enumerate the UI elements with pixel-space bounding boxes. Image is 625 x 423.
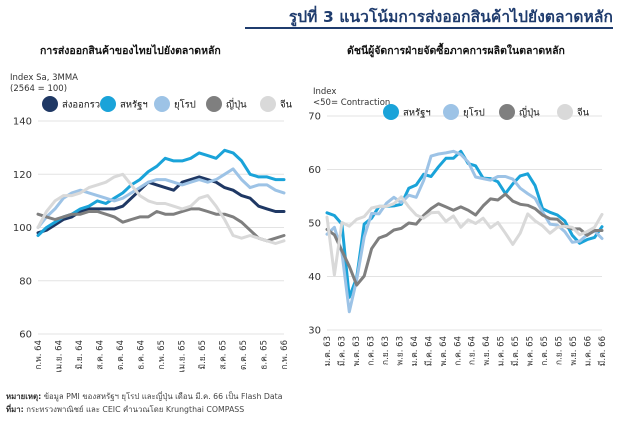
series-line-2 bbox=[325, 192, 604, 287]
x-tick-label: ต.ค. 64 bbox=[116, 340, 126, 370]
y-tick-label: 140 bbox=[13, 117, 32, 128]
legend-label: ญี่ปุ่น bbox=[226, 98, 247, 111]
legend-marker bbox=[557, 104, 573, 120]
legend-marker bbox=[499, 104, 515, 120]
x-tick-label: ธ.ค. 64 bbox=[137, 340, 147, 370]
source-note: ที่มา: กระทรวงพาณิชย์ และ CEIC คำนวณโดย … bbox=[6, 404, 244, 416]
remark-text: ข้อมูล PMI ของสหรัฐฯ ยุโรป และญี่ปุ่น เด… bbox=[43, 392, 283, 401]
legend-label: ญี่ปุ่น bbox=[519, 106, 540, 119]
y-tick-label: 50 bbox=[308, 219, 321, 230]
y-tick-label: 30 bbox=[308, 326, 321, 337]
legend-marker bbox=[383, 104, 399, 120]
y-axis-label-sub: <50= Contraction bbox=[313, 98, 390, 108]
x-tick-label: ก.ค. 64 bbox=[453, 336, 463, 366]
legend-marker bbox=[154, 96, 170, 112]
x-tick-label: ส.ค. 64 bbox=[96, 340, 106, 370]
x-tick-label: ม.ค. 64 bbox=[410, 336, 420, 366]
legend-marker bbox=[443, 104, 459, 120]
series-line-3 bbox=[36, 207, 286, 243]
x-tick-label: ต.ค. 65 bbox=[239, 340, 249, 370]
x-tick-label: ก.พ. 64 bbox=[34, 340, 44, 370]
x-tick-label: พ.ย. 63 bbox=[395, 336, 405, 366]
y-axis-label-sub: (2564 = 100) bbox=[10, 84, 67, 94]
x-tick-label: ก.ย. 64 bbox=[468, 336, 478, 365]
remark-note: หมายเหตุ: ข้อมูล PMI ของสหรัฐฯ ยุโรป และ… bbox=[6, 391, 283, 403]
legend-label: สหรัฐฯ bbox=[403, 108, 431, 119]
y-tick-label: 100 bbox=[13, 223, 32, 234]
series-line-0 bbox=[36, 175, 286, 235]
x-tick-label: ก.ค. 65 bbox=[540, 336, 550, 366]
x-tick-label: ก.พ. 66 bbox=[280, 340, 290, 370]
x-tick-label: ม.ค. 66 bbox=[584, 336, 594, 366]
legend-label: ยุโรป bbox=[174, 99, 196, 111]
x-tick-label: พ.ค. 63 bbox=[352, 336, 362, 366]
x-tick-label: มี.ค. 65 bbox=[510, 336, 521, 366]
figure-label: รูปที่ 3 bbox=[288, 8, 334, 26]
series-line-2 bbox=[36, 167, 286, 229]
series-line-4 bbox=[36, 172, 286, 245]
x-tick-label: ก.ย. 63 bbox=[381, 336, 391, 365]
x-tick-label: มี.ค. 63 bbox=[336, 336, 347, 366]
legend-marker bbox=[260, 96, 276, 112]
x-tick-label: มิ.ย. 64 bbox=[75, 340, 85, 370]
y-tick-label: 60 bbox=[308, 165, 321, 176]
legend-label: ส่งออกรวม bbox=[62, 100, 106, 111]
x-tick-label: พ.ย. 65 bbox=[569, 336, 579, 366]
legend-marker bbox=[100, 96, 116, 112]
legend-label: จีน bbox=[280, 99, 293, 111]
title-underline bbox=[245, 27, 613, 29]
source-text: กระทรวงพาณิชย์ และ CEIC คำนวณโดย Krungth… bbox=[26, 405, 245, 414]
x-tick-label: ก.ย. 65 bbox=[555, 336, 565, 365]
y-axis-label: Index Sa, 3MMA bbox=[10, 73, 78, 83]
y-tick-label: 120 bbox=[13, 170, 32, 181]
legend-marker bbox=[206, 96, 222, 112]
figure-title: แนวโน้มการส่งออกสินค้าไปยังตลาดหลัก bbox=[339, 8, 613, 26]
legend-label: จีน bbox=[577, 107, 590, 119]
x-tick-label: มี.ค. 64 bbox=[423, 336, 434, 366]
series-line-1 bbox=[325, 149, 604, 314]
legend-label: ยุโรป bbox=[463, 107, 485, 119]
x-tick-label: ม.ค. 65 bbox=[497, 336, 507, 366]
x-tick-label: พ.ค. 64 bbox=[439, 336, 449, 366]
y-tick-label: 40 bbox=[308, 272, 321, 283]
x-tick-label: ม.ค. 63 bbox=[323, 336, 333, 366]
legend-marker bbox=[42, 96, 58, 112]
x-tick-label: มี.ค. 66 bbox=[597, 336, 608, 366]
y-axis-label: Index bbox=[313, 87, 336, 97]
x-tick-label: ส.ค. 65 bbox=[219, 340, 229, 370]
x-tick-label: พ.ย. 64 bbox=[482, 336, 492, 366]
left-chart-svg: Index Sa, 3MMA(2564 = 100) 60 80 100 120 140 ก… bbox=[10, 73, 293, 372]
legend-label: สหรัฐฯ bbox=[120, 100, 148, 111]
series-line-1 bbox=[36, 148, 286, 237]
y-tick-label: 80 bbox=[19, 276, 32, 287]
x-tick-label: พ.ค. 65 bbox=[526, 336, 536, 366]
x-tick-label: เม.ย. 64 bbox=[55, 340, 65, 372]
y-tick-label: 70 bbox=[308, 112, 321, 123]
x-tick-label: ก.พ. 65 bbox=[157, 340, 167, 370]
remark-label: หมายเหตุ: bbox=[6, 392, 42, 401]
figure-header: รูปที่ 3 แนวโน้มการส่งออกสินค้าไปยังตลาด… bbox=[0, 4, 613, 29]
x-tick-label: มิ.ย. 65 bbox=[198, 340, 208, 370]
x-tick-label: เม.ย. 65 bbox=[178, 340, 188, 372]
source-label: ที่มา: bbox=[6, 405, 24, 414]
left-chart-title: การส่งออกสินค้าของไทยไปยังตลาดหลัก bbox=[40, 45, 221, 57]
y-tick-label: 60 bbox=[19, 330, 32, 341]
right-chart-title: ดัชนีผู้จัดการฝ่ายจัดซื้อภาคการผลิตในตลา… bbox=[347, 45, 565, 57]
series-line-3 bbox=[325, 195, 604, 277]
x-tick-label: ก.ค. 63 bbox=[366, 336, 376, 366]
x-tick-label: ธ.ค. 65 bbox=[260, 340, 270, 370]
